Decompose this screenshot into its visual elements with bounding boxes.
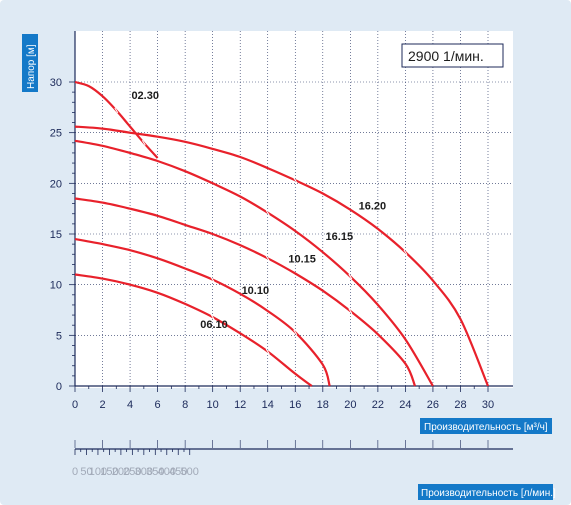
curve-16.20: [74, 125, 490, 387]
curve-label-06.10: 06.10: [200, 319, 228, 331]
curve-notch: [141, 140, 146, 146]
curve-notch: [348, 273, 353, 280]
plot-area: [75, 31, 513, 388]
x-tick-label: 8: [182, 399, 188, 411]
curve-16.15: [74, 139, 434, 387]
curve-label-10.15: 10.15: [288, 253, 316, 265]
x2-tick-label: 450: [169, 466, 187, 478]
y-tick-label: 20: [50, 178, 62, 190]
curve-notch: [293, 329, 298, 336]
x-tick-label: 26: [427, 399, 439, 411]
y-axis-title: Напор [м]: [22, 34, 38, 92]
x-tick-label: 30: [482, 399, 494, 411]
x-tick-label: 18: [317, 399, 329, 411]
x-tick-label: 22: [372, 399, 384, 411]
curves: [74, 80, 490, 387]
x2-tick-label: 250: [123, 466, 141, 478]
curve-notch: [403, 249, 408, 255]
x-tick-label: 14: [262, 399, 274, 411]
x-tick-label: 24: [399, 399, 411, 411]
x-tick-label: 28: [454, 399, 466, 411]
curve-06.10: [74, 273, 313, 387]
curve-label-16.15: 16.15: [326, 231, 354, 243]
y-tick-label: 25: [50, 128, 62, 140]
curve-10.15: [74, 197, 417, 387]
curve-notch: [293, 177, 298, 184]
curve-label-10.10: 10.10: [242, 285, 270, 297]
x-tick-label: 16: [289, 399, 301, 411]
x2-tick-label: 400: [158, 466, 176, 478]
y-axis-label: Напор [м]: [26, 44, 37, 89]
x2-tick-label: 500: [181, 466, 199, 478]
x2-tick-label: 350: [146, 466, 164, 478]
curve-notch: [265, 209, 270, 216]
x2-tick-label: 150: [100, 466, 118, 478]
x2-tick-label: 50: [80, 466, 92, 478]
curve-notch: [348, 308, 353, 314]
x-tick-label: 20: [344, 399, 356, 411]
x-tick-label: 0: [72, 399, 78, 411]
y-tick-label: 5: [56, 330, 62, 342]
curve-label-16.20: 16.20: [359, 201, 387, 213]
curve-labels: 02.30 16.20 16.15 10.15 10.10 06.10: [131, 90, 386, 331]
x2-tick-label: 200: [112, 466, 130, 478]
x2-axis-label: Производительность [л/мин.]: [421, 488, 556, 499]
curve-label-02.30: 02.30: [131, 90, 159, 102]
y-tick-label: 15: [50, 229, 62, 241]
curve-notch: [210, 276, 215, 283]
x2-tick-label: 0: [72, 466, 78, 478]
axes: [69, 31, 513, 392]
x2-tick-label: 100: [89, 466, 107, 478]
speed-label: 2900 1/мин.: [408, 48, 484, 64]
y-tick-label: 30: [50, 77, 62, 89]
speed-box: 2900 1/мин.: [401, 43, 504, 68]
x-tick-label: 12: [234, 399, 246, 411]
x2-axis-title: Производительность [л/мин.]: [418, 484, 556, 500]
x-axis-label: Производительность [м³/ч]: [424, 422, 548, 433]
curve-notch: [210, 314, 215, 320]
y-tick-label: 10: [50, 280, 62, 292]
y-tick-label: 0: [56, 381, 62, 393]
x-tick-label: 10: [207, 399, 219, 411]
x-tick-label: 2: [99, 399, 105, 411]
x-tick-label: 4: [127, 399, 133, 411]
x-tick-label: 6: [155, 399, 161, 411]
curve-notch: [265, 348, 270, 355]
x2-tick-label: 300: [135, 466, 153, 478]
curve-notch: [265, 255, 270, 262]
x-axis-title: Производительность [м³/ч]: [420, 418, 552, 434]
curve-notch: [114, 107, 119, 114]
